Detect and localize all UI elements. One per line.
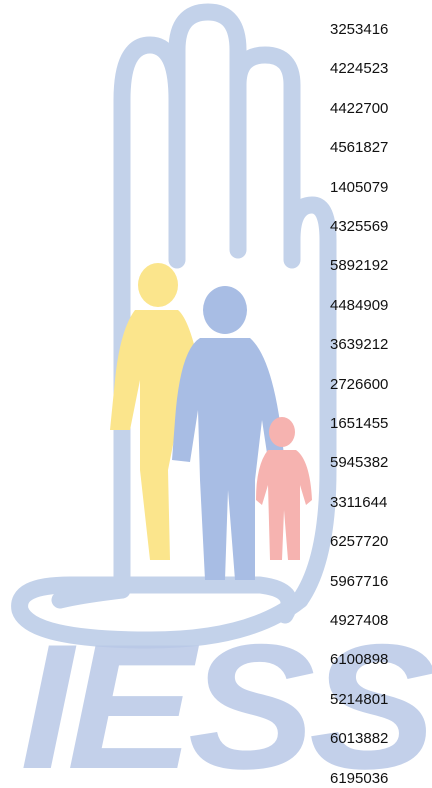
number-list: 3253416 4224523 4422700 4561827 1405079 43255… [330,0,432,784]
number-item: 4422700 [330,100,388,118]
figures [110,263,312,580]
number-item: 4224523 [330,60,388,78]
number-item: 1651455 [330,415,388,433]
number-item: 5214801 [330,691,388,709]
number-item: 3311644 [330,494,387,512]
number-item: 2726600 [330,376,388,394]
number-item: 6195036 [330,770,388,788]
number-item: 5945382 [330,454,388,472]
child-figure [256,450,312,560]
number-item: 4325569 [330,218,388,236]
number-item: 4561827 [330,139,388,157]
number-item: 5892192 [330,257,388,275]
number-item: 4484909 [330,297,388,315]
adult-head [138,263,178,307]
number-item: 4927408 [330,612,388,630]
number-item: 6013882 [330,730,388,748]
child-head [269,417,295,447]
number-item: 6100898 [330,651,388,669]
adult-head [203,286,247,334]
number-item: 5967716 [330,573,388,591]
number-item: 3639212 [330,336,388,354]
number-item: 6257720 [330,533,388,551]
number-item: 3253416 [330,21,388,39]
number-item: 1405079 [330,179,388,197]
screen: IESS 32534164224523442270045618271405079… [0,0,432,784]
